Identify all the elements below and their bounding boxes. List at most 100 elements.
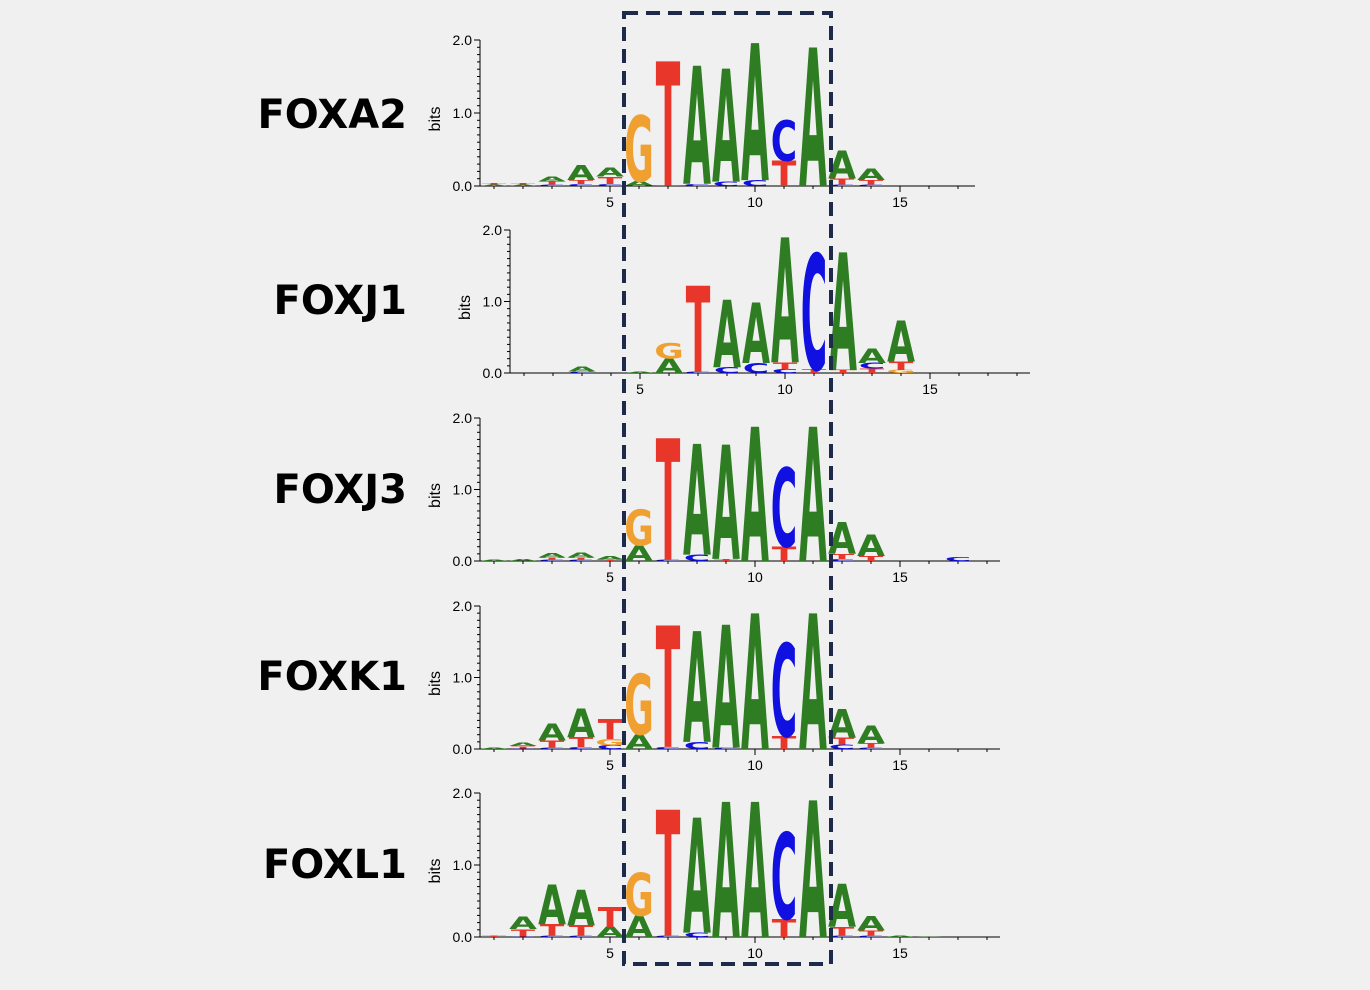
logo-letter-c: C bbox=[829, 184, 855, 186]
logo-letter-t: T bbox=[860, 368, 885, 375]
logo-letter-t: T bbox=[511, 746, 536, 749]
logo-letter-c: C bbox=[772, 369, 798, 375]
logo-letter-g: G bbox=[624, 861, 654, 930]
logo-letter-t: T bbox=[830, 553, 855, 561]
logo-letter-c: C bbox=[742, 179, 768, 188]
logo-letter-c: C bbox=[597, 745, 623, 751]
logo-letter-t: T bbox=[598, 559, 623, 561]
logo-letter-c: C bbox=[829, 935, 855, 937]
logo-letter-c: C bbox=[829, 558, 855, 561]
x-tick-label: 10 bbox=[777, 381, 793, 397]
logo-letter-a: A bbox=[857, 529, 885, 563]
logo-letter-a: A bbox=[712, 766, 740, 981]
y-tick-label: 2.0 bbox=[453, 32, 473, 48]
logo-letter-a: A bbox=[538, 175, 566, 183]
logo-letter-a: A bbox=[480, 184, 508, 186]
logo-letter-t: T bbox=[686, 263, 711, 400]
logo-letter-c: C bbox=[684, 740, 710, 751]
logo-letter-c: C bbox=[771, 809, 797, 947]
logo-letter-a: A bbox=[799, 392, 827, 606]
x-tick-label: 5 bbox=[606, 194, 614, 210]
logo-letter-t: T bbox=[569, 557, 594, 560]
logo-letter-t: T bbox=[540, 739, 565, 750]
y-tick-label: 0.0 bbox=[453, 741, 473, 757]
logo-letter-c: C bbox=[626, 185, 652, 186]
y-tick-label: 2.0 bbox=[483, 222, 503, 238]
y-tick-label: 1.0 bbox=[483, 294, 503, 310]
logo-letter-c: C bbox=[569, 371, 595, 373]
logo-letter-a: A bbox=[480, 747, 508, 749]
logo-letter-a: A bbox=[625, 180, 653, 187]
logo-letter-t: T bbox=[656, 593, 681, 787]
logo-letter-t: T bbox=[656, 28, 681, 226]
logo-letter-t: T bbox=[569, 735, 594, 751]
logo-letter-t: T bbox=[889, 360, 915, 374]
logo-letter-a: A bbox=[509, 558, 537, 561]
logo-letter-c: C bbox=[945, 557, 971, 563]
logo-letter-a: A bbox=[741, 5, 769, 224]
logo-letter-t: T bbox=[540, 921, 565, 940]
logo-letter-a: A bbox=[538, 873, 566, 937]
logo-letter-a: A bbox=[799, 577, 827, 794]
logo-letter-t: T bbox=[859, 179, 884, 186]
logo-letter-c: C bbox=[801, 223, 827, 408]
logo-letter-c: C bbox=[684, 553, 710, 563]
logo-letter-c: C bbox=[829, 744, 855, 751]
logo-letter-g: G bbox=[886, 369, 916, 374]
logo-letter-a: A bbox=[596, 925, 624, 941]
logo-letter-a: A bbox=[713, 282, 741, 390]
logo-letter-a: A bbox=[829, 220, 857, 409]
y-axis-label: bits bbox=[427, 483, 444, 508]
logo-letter-t: T bbox=[802, 369, 827, 375]
logo-letter-a: A bbox=[626, 371, 654, 373]
y-axis-label: bits bbox=[427, 107, 444, 132]
logo-letter-t: T bbox=[656, 776, 681, 977]
logo-letter-a: A bbox=[683, 33, 711, 222]
logo-letter-c: C bbox=[713, 181, 739, 188]
logo-letter-a: A bbox=[741, 577, 769, 794]
logo-letter-a: A bbox=[567, 700, 595, 746]
logo-letter-c: C bbox=[684, 183, 710, 187]
x-tick-label: 15 bbox=[892, 757, 908, 773]
logo-letter-t: T bbox=[540, 181, 565, 186]
logo-letter-c: C bbox=[713, 747, 739, 749]
logo-letter-g: G bbox=[624, 98, 654, 203]
core-motif-highlight-box bbox=[622, 11, 833, 966]
logo-letter-t: T bbox=[511, 183, 536, 185]
logo-letter-a: A bbox=[741, 392, 769, 606]
x-tick-label: 5 bbox=[606, 569, 614, 585]
logo-letter-a: A bbox=[509, 914, 537, 934]
y-tick-label: 0.0 bbox=[453, 178, 473, 194]
logo-letter-a: A bbox=[655, 355, 684, 378]
logo-letter-t: T bbox=[598, 713, 623, 746]
logo-letter-c: C bbox=[510, 936, 536, 937]
logo-letter-c: C bbox=[655, 935, 681, 937]
x-tick-label: 10 bbox=[747, 194, 763, 210]
logo-letter-t: T bbox=[511, 928, 536, 939]
logo-letter-c: C bbox=[655, 559, 681, 561]
x-tick-label: 15 bbox=[892, 569, 908, 585]
logo-letter-a: A bbox=[683, 603, 711, 779]
logo-letter-a: A bbox=[509, 743, 537, 748]
logo-letter-c: C bbox=[858, 935, 884, 937]
logo-letter-c: C bbox=[859, 362, 885, 371]
logo-letter-c: C bbox=[568, 746, 594, 749]
logo-letter-t: T bbox=[830, 177, 855, 186]
logo-letter-a: A bbox=[625, 731, 654, 754]
logo-letter-a: A bbox=[857, 165, 885, 184]
logo-letter-c: C bbox=[714, 366, 740, 375]
logo-letter-t: T bbox=[859, 929, 884, 937]
y-tick-label: 1.0 bbox=[453, 670, 473, 686]
y-axis-label: bits bbox=[457, 295, 474, 320]
logo-letter-t: T bbox=[656, 406, 681, 600]
logo-letter-t: T bbox=[772, 154, 797, 194]
logo-letter-t: T bbox=[482, 183, 507, 185]
x-tick-label: 15 bbox=[892, 194, 908, 210]
y-tick-label: 0.0 bbox=[453, 553, 473, 569]
